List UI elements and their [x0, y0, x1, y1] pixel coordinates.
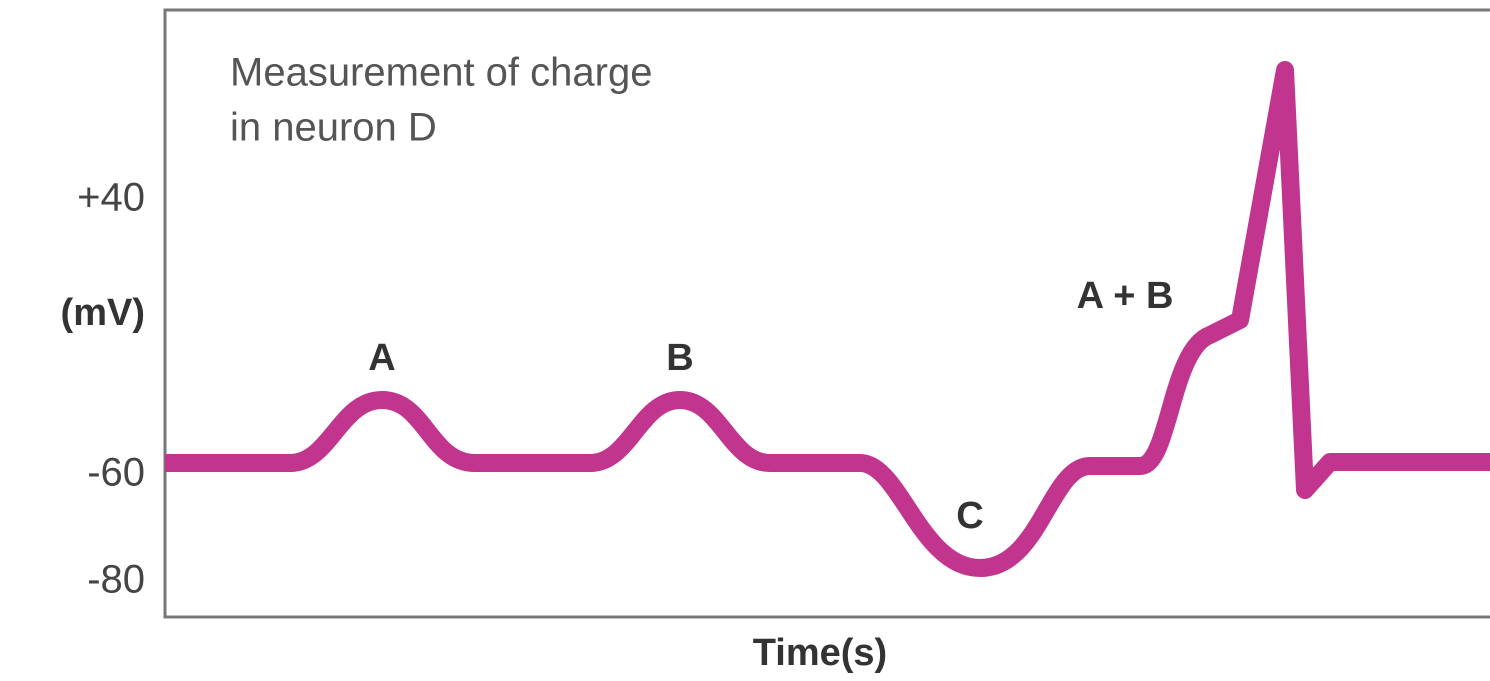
membrane-potential-curve — [165, 61, 1490, 577]
annotation: A + B — [1077, 275, 1174, 317]
plot-frame — [163, 8, 1490, 619]
title-line: Measurement of charge — [230, 51, 652, 95]
y-label: -80 — [87, 558, 145, 602]
y-axis-label: (mV) — [61, 292, 145, 334]
y-label: -60 — [87, 451, 145, 495]
x-axis-label: Time(s) — [753, 632, 887, 674]
y-label: +40 — [77, 176, 145, 220]
annotation: A — [368, 337, 395, 379]
annotation: C — [956, 495, 983, 537]
annotation: B — [666, 337, 693, 379]
title-line: in neuron D — [230, 106, 437, 150]
